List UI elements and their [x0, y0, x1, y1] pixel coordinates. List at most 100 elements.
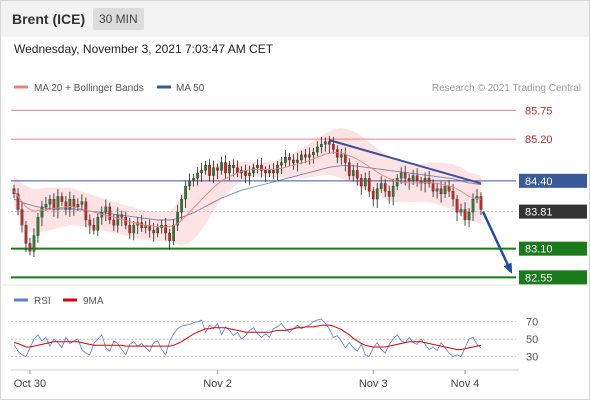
candle-body-16 — [76, 204, 80, 208]
chart-header: Brent (ICE) 30 MIN — [1, 1, 589, 37]
rsi-tick-1: 50 — [526, 334, 538, 346]
candle-body-47 — [200, 170, 203, 174]
ma20-line — [13, 152, 482, 228]
candle-body-28 — [124, 217, 128, 226]
level-label-bg-3 — [519, 204, 587, 219]
candle-body-100 — [411, 175, 415, 181]
candle-body-78 — [323, 141, 327, 145]
level-label-2: 84.40 — [525, 176, 553, 188]
candle-body-6 — [36, 217, 40, 236]
candle-body-39 — [168, 232, 172, 241]
level-label-0: 85.75 — [525, 105, 553, 117]
rsi-tick-0: 70 — [526, 317, 538, 329]
candle-body-2 — [20, 209, 24, 226]
copyright-text: Research © 2021 Trading Central — [432, 83, 581, 94]
candle-body-23 — [104, 206, 108, 213]
candle-body-62 — [260, 165, 263, 171]
candle-body-59 — [248, 172, 251, 176]
candle-body-50 — [212, 167, 215, 176]
x-tick-label-0: Oct 30 — [14, 378, 46, 390]
candle-body-34 — [148, 225, 152, 231]
candle-body-77 — [319, 144, 323, 148]
projection-arrowhead — [503, 262, 513, 275]
candle-body-48 — [204, 165, 207, 171]
candle-body-75 — [312, 151, 315, 155]
candle-body-111 — [455, 198, 459, 213]
candle-body-74 — [308, 154, 311, 158]
candle-body-25 — [112, 219, 116, 226]
candle-body-63 — [264, 170, 267, 174]
rsi-panel: 70 50 30 — [11, 317, 538, 364]
legend-ma50-label: MA 50 — [176, 83, 205, 94]
candle-body-109 — [447, 185, 451, 192]
candle-body-15 — [72, 198, 76, 208]
candle-body-9 — [48, 198, 52, 205]
candle-body-89 — [367, 178, 371, 192]
level-label-bg-1 — [519, 132, 587, 147]
candle-body-96 — [395, 178, 399, 187]
candle-body-69 — [288, 157, 291, 161]
candle-body-95 — [391, 185, 395, 197]
candle-body-44 — [188, 180, 191, 187]
candle-body-20 — [92, 225, 96, 231]
level-label-1: 85.20 — [525, 134, 553, 146]
candle-body-80 — [331, 144, 335, 150]
price-plot: 85.75 85.20 84.40 83.81 83.10 82.55 — [11, 103, 587, 285]
candle-body-55 — [232, 165, 235, 168]
candle-body-30 — [132, 225, 136, 234]
candle-body-45 — [192, 178, 195, 181]
candle-body-53 — [224, 162, 227, 174]
interval-button[interactable]: 30 MIN — [93, 8, 144, 30]
candle-body-26 — [116, 214, 120, 226]
candle-body-4 — [28, 243, 32, 252]
candle-body-21 — [96, 217, 100, 231]
candle-body-8 — [44, 204, 48, 208]
x-tick-label-3: Nov 4 — [451, 378, 480, 390]
candle-body-112 — [459, 209, 463, 213]
candle-body-35 — [152, 230, 156, 234]
candle-body-102 — [419, 180, 423, 184]
symbol-title: Brent (ICE) — [12, 11, 86, 27]
candle-body-10 — [52, 198, 56, 210]
level-label-5: 82.55 — [525, 272, 553, 284]
rsi-line — [13, 318, 482, 358]
rsi-ma-line — [13, 324, 482, 351]
candle-body-29 — [128, 225, 132, 234]
candle-body-87 — [359, 178, 363, 187]
candle-body-64 — [268, 170, 271, 174]
candle-body-88 — [363, 178, 367, 187]
candle-body-38 — [164, 225, 168, 234]
candle-body-19 — [88, 219, 92, 226]
candle-body-36 — [156, 227, 160, 234]
candle-body-86 — [355, 170, 359, 179]
candle-body-43 — [184, 185, 187, 200]
rsi-tick-2: 30 — [526, 352, 538, 364]
level-label-bg-5 — [519, 270, 587, 285]
candle-body-58 — [244, 170, 247, 176]
candle-body-101 — [415, 175, 419, 181]
candle-body-79 — [327, 141, 331, 145]
candle-body-103 — [423, 178, 427, 184]
chart-datetime: Wednesday, November 3, 2021 7:03:47 AM C… — [14, 42, 274, 56]
candle-body-72 — [300, 154, 303, 161]
candle-body-52 — [220, 162, 223, 171]
candle-body-51 — [216, 167, 219, 171]
projection-arrow-shaft — [481, 211, 513, 273]
candle-body-17 — [80, 201, 84, 205]
resistance-trendline — [329, 139, 482, 185]
candle-body-12 — [60, 196, 64, 202]
candle-body-94 — [387, 191, 391, 197]
candle-body-108 — [443, 185, 447, 195]
candle-body-54 — [228, 165, 231, 174]
candle-body-13 — [64, 201, 68, 210]
candle-body-82 — [339, 154, 343, 158]
candle-body-61 — [256, 165, 259, 168]
candle-body-116 — [475, 196, 479, 200]
candle-body-27 — [120, 214, 124, 218]
candle-body-65 — [272, 170, 275, 174]
candle-body-14 — [68, 198, 72, 210]
candle-body-5 — [32, 235, 36, 252]
bollinger-band — [14, 128, 481, 246]
